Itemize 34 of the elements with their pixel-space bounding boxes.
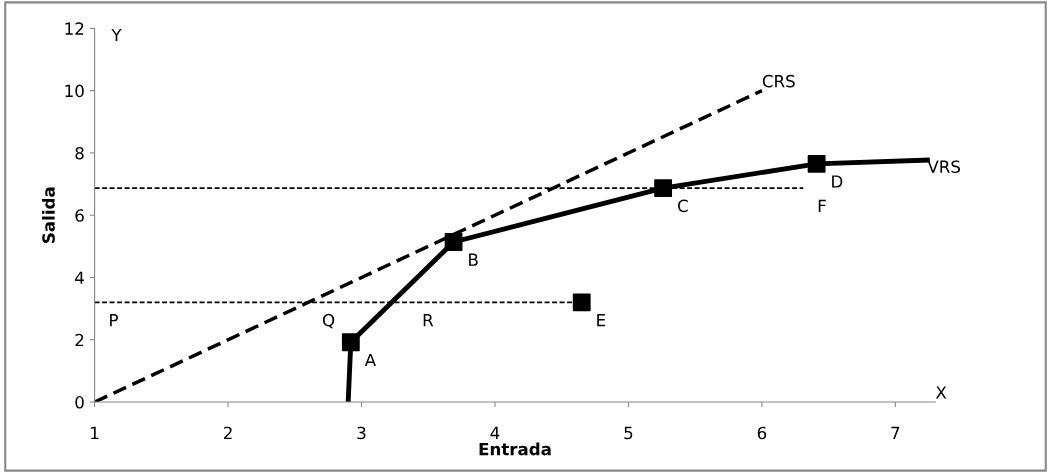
x-tick-label: 1 xyxy=(91,426,99,440)
point xyxy=(444,233,463,251)
annotation: A xyxy=(364,353,376,367)
series-label: CRS xyxy=(762,74,795,88)
annotation: Q xyxy=(322,313,335,329)
annotation: Y xyxy=(111,28,122,42)
y-tick-label: 12 xyxy=(65,22,84,35)
x-tick-label: 7 xyxy=(891,426,900,440)
annotation: B xyxy=(469,253,478,266)
y-axis-title: Salida xyxy=(41,187,55,243)
x-tick-label: 6 xyxy=(757,426,767,440)
x-tick-label: 2 xyxy=(223,426,232,440)
x-tick-label: 4 xyxy=(490,426,500,440)
y-tick-label: 10 xyxy=(65,84,84,98)
y-tick-label: 4 xyxy=(75,271,84,284)
annotation: E xyxy=(597,314,606,327)
y-tick-label: 6 xyxy=(75,209,84,222)
series-label: VRS xyxy=(927,160,961,173)
annotation: R xyxy=(423,314,434,327)
point xyxy=(654,179,673,198)
point xyxy=(807,154,826,173)
y-tick-label: 2 xyxy=(75,333,84,347)
x-axis-title: Entrada xyxy=(479,442,551,456)
point xyxy=(572,293,591,312)
y-tick-label: 0 xyxy=(75,396,84,409)
annotation: P xyxy=(110,314,118,327)
annotation: D xyxy=(832,175,843,188)
x-tick-label: 3 xyxy=(357,426,366,440)
x-tick-label: 5 xyxy=(624,426,633,440)
point xyxy=(341,333,360,352)
annotation: F xyxy=(818,199,826,212)
y-tick-label: 8 xyxy=(75,146,84,160)
text: X xyxy=(935,386,947,399)
annotation: C xyxy=(677,199,688,213)
